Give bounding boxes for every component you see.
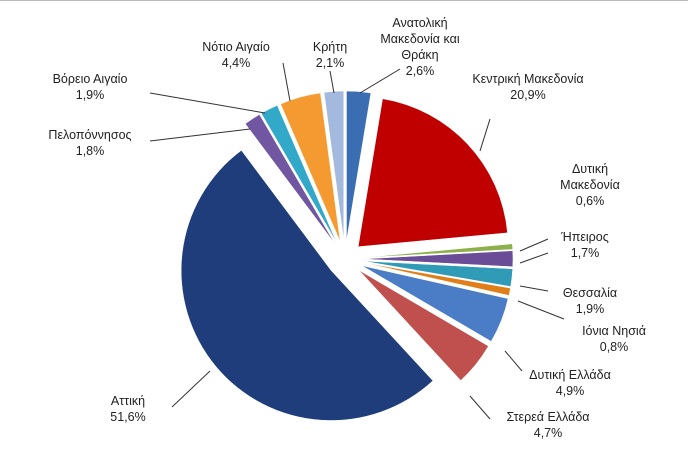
slice-label: Κρήτη 2,1% xyxy=(313,39,347,71)
category-name: Δυτική Ελλάδα xyxy=(529,368,611,382)
value-label: 20,9% xyxy=(510,88,546,102)
value-label: 0,8% xyxy=(599,340,629,354)
pie-slice xyxy=(362,250,514,268)
pie-slice xyxy=(362,262,511,296)
pie-slice xyxy=(280,92,341,242)
slice-label: Αττική 51,6% xyxy=(110,393,145,425)
value-label: 1,9% xyxy=(575,302,605,316)
leader-line xyxy=(282,62,291,102)
category-name: Βόρειο Αιγαίο xyxy=(52,72,128,86)
slice-label: Ανατολική Μακεδονία και Θράκη 2,6% xyxy=(370,15,470,79)
value-label: 2,6% xyxy=(405,64,435,78)
slice-label: Ήπειρος 1,7% xyxy=(561,229,609,261)
value-label: 4,9% xyxy=(555,384,585,398)
category-name: Ανατολική Μακεδονία και Θράκη xyxy=(380,16,460,62)
leader-line xyxy=(479,118,491,152)
pie-slice xyxy=(260,104,338,244)
leader-line xyxy=(149,92,266,114)
slice-label: Πελοπόννησος 1,8% xyxy=(48,127,131,159)
leader-line xyxy=(171,370,211,408)
category-name: Ήπειρος xyxy=(561,230,609,244)
leader-line xyxy=(149,128,251,142)
value-label: 4,4% xyxy=(221,56,251,70)
value-label: 1,9% xyxy=(75,88,105,102)
leader-line xyxy=(329,70,335,94)
slice-label: Κεντρική Μακεδονία 20,9% xyxy=(472,71,583,103)
category-name: Ιόνια Νησιά xyxy=(582,324,646,338)
category-name: Πελοπόννησος xyxy=(48,128,132,142)
leader-line xyxy=(519,285,549,292)
pie-slice xyxy=(357,98,508,248)
value-label: 51,6% xyxy=(110,410,146,424)
category-name: Θεσσαλία xyxy=(562,286,618,300)
leader-line xyxy=(504,350,523,372)
slice-label: Θεσσαλία 1,9% xyxy=(563,285,617,317)
slice-label: Νότιο Αιγαίο 4,4% xyxy=(202,39,270,71)
pie-slice xyxy=(362,260,513,287)
slice-label: Δυτική Ελλάδα 4,9% xyxy=(529,367,611,399)
leader-line xyxy=(519,252,549,264)
slice-label: Βόρειο Αιγαίο 1,9% xyxy=(53,71,128,103)
value-label: 0,6% xyxy=(575,194,605,208)
category-name: Αττική xyxy=(110,394,146,408)
value-label: 1,7% xyxy=(570,246,600,260)
category-name: Στερεά Ελλάδα xyxy=(506,410,590,424)
slice-label: Ιόνια Νησιά 0,8% xyxy=(582,323,646,355)
pie-slice xyxy=(244,114,336,245)
pie-slice xyxy=(180,149,434,421)
slice-label: Στερεά Ελλάδα 4,7% xyxy=(506,409,589,441)
value-label: 2,1% xyxy=(315,56,345,70)
pie-slice xyxy=(346,90,372,242)
pie-slice xyxy=(358,270,489,381)
value-label: 4,7% xyxy=(533,426,563,440)
leader-line xyxy=(359,68,401,94)
pie-slice xyxy=(362,243,513,258)
pie-slice xyxy=(361,265,509,342)
leader-line xyxy=(469,395,491,420)
category-name: Δυτική Μακεδονία xyxy=(560,162,620,192)
category-name: Κρήτη xyxy=(312,40,348,54)
value-label: 1,8% xyxy=(75,144,105,158)
leader-line xyxy=(517,300,565,320)
leader-line xyxy=(519,238,549,252)
category-name: Νότιο Αιγαίο xyxy=(202,40,270,54)
category-name: Κεντρική Μακεδονία xyxy=(472,72,584,86)
slice-label: Δυτική Μακεδονία 0,6% xyxy=(541,161,639,209)
